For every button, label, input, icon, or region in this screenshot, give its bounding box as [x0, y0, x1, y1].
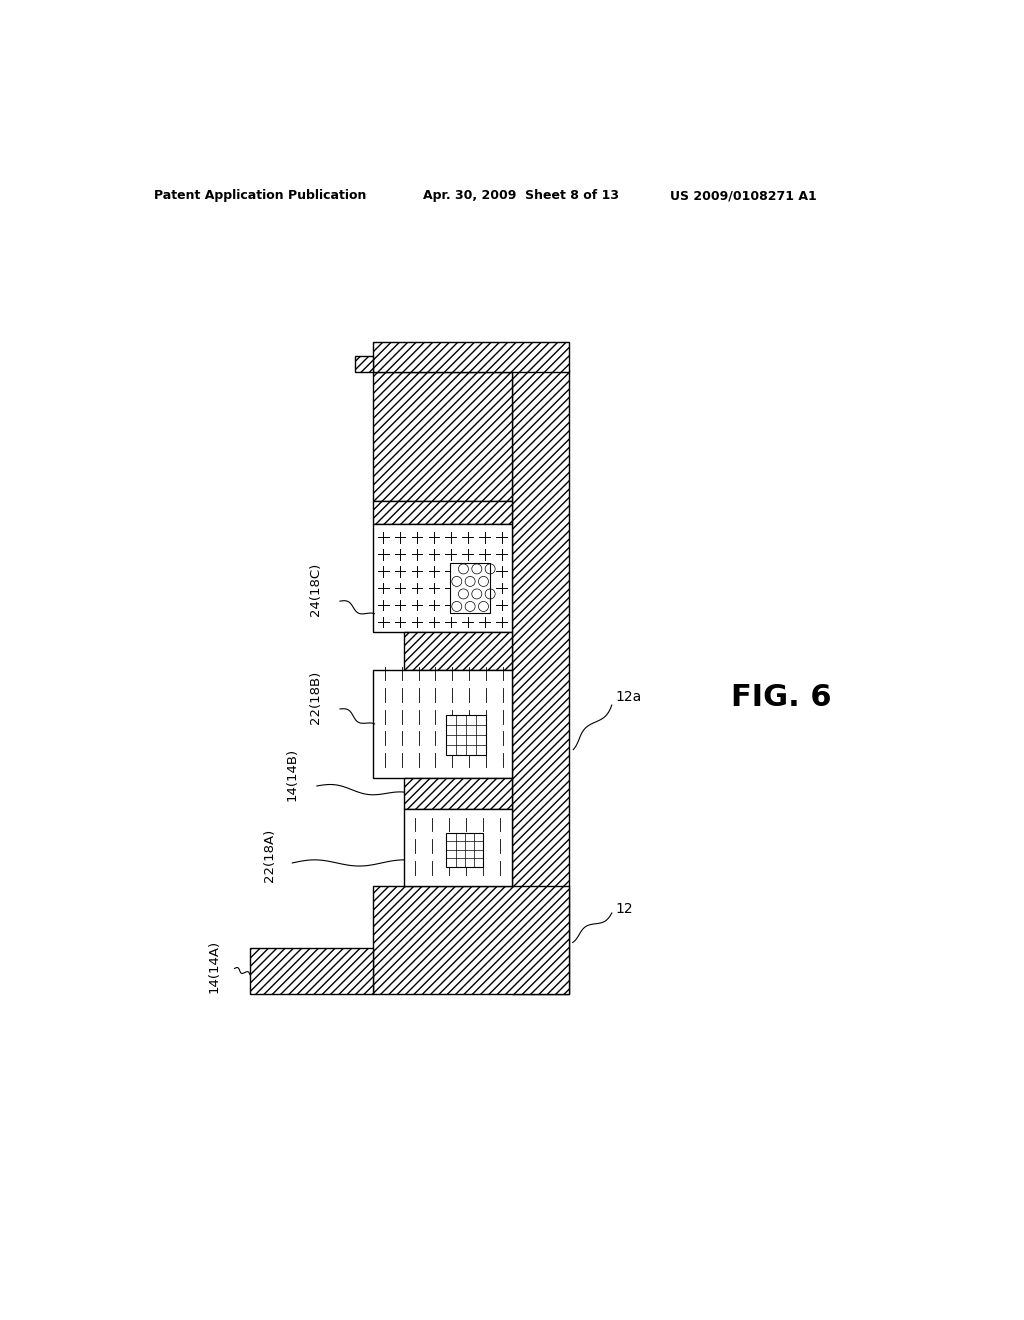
- Text: 24(18C): 24(18C): [309, 562, 322, 616]
- Text: 14(14B): 14(14B): [286, 748, 299, 801]
- Text: FIG. 6: FIG. 6: [731, 682, 831, 711]
- Bar: [373, 372, 512, 502]
- Text: 12a: 12a: [615, 690, 642, 705]
- Bar: [403, 779, 512, 809]
- Bar: [446, 833, 483, 867]
- Bar: [373, 342, 569, 372]
- Bar: [250, 948, 373, 994]
- Text: 22(18A): 22(18A): [263, 829, 275, 882]
- Text: Patent Application Publication: Patent Application Publication: [154, 189, 366, 202]
- Text: 14(14A): 14(14A): [207, 940, 220, 994]
- Bar: [355, 356, 373, 372]
- Bar: [373, 671, 512, 779]
- Bar: [373, 886, 569, 994]
- Bar: [451, 562, 490, 612]
- Bar: [373, 502, 512, 524]
- Bar: [403, 632, 512, 671]
- Text: US 2009/0108271 A1: US 2009/0108271 A1: [670, 189, 816, 202]
- Bar: [373, 524, 512, 632]
- Bar: [403, 809, 512, 886]
- Text: 12: 12: [615, 902, 633, 916]
- Text: 22(18B): 22(18B): [309, 671, 322, 725]
- Bar: [512, 370, 569, 994]
- Bar: [446, 715, 486, 755]
- Text: Apr. 30, 2009  Sheet 8 of 13: Apr. 30, 2009 Sheet 8 of 13: [423, 189, 620, 202]
